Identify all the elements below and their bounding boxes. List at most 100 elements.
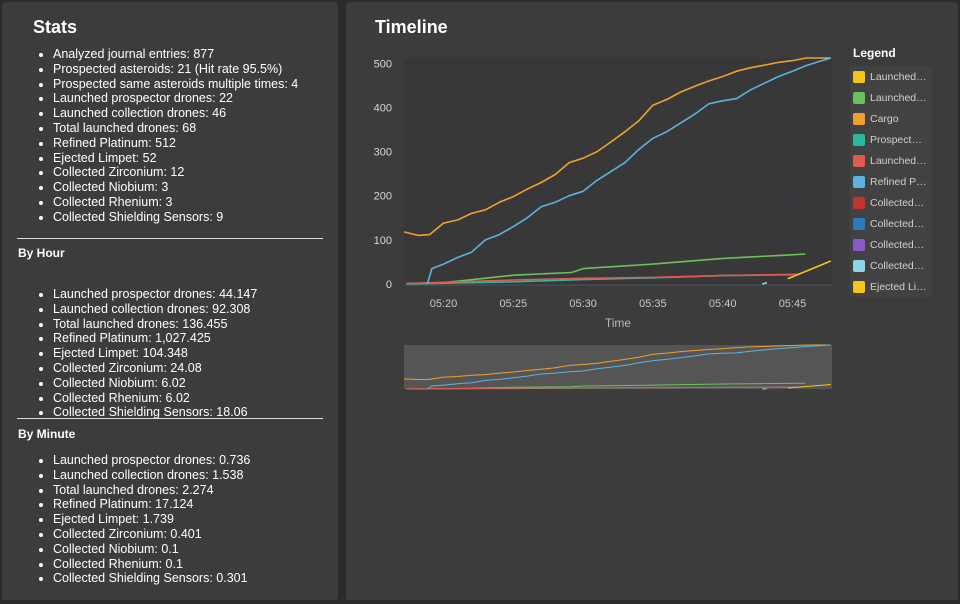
legend-item[interactable]: Launched … [850,150,932,171]
stats-panel: Stats Analyzed journal entries: 877Prosp… [2,2,338,600]
y-tick-label: 100 [374,235,392,247]
timeline-chart: 0 100 200 300 400 500 05:20 05:25 05:30 05:35 05:4… [374,57,832,390]
stat-item: Prospected same asteroids multiple times… [53,77,298,92]
stat-item: Collected Niobium: 3 [53,180,298,195]
legend-item[interactable]: Refined Pl… [850,171,932,192]
by-minute-heading: By Minute [18,427,76,441]
chart-legend: Legend Launched … Launched … Cargo Prospect… [850,46,932,297]
legend-label: Collected … [870,259,927,272]
legend-label: Launched … [870,70,927,83]
legend-item[interactable]: Collected … [850,234,932,255]
stat-item: Refined Platinum: 1,027.425 [53,331,257,346]
legend-label: Launched … [870,91,927,104]
series-line [403,57,831,237]
x-tick-label: 05:40 [709,298,737,310]
x-axis-label: Time [605,316,632,330]
by-minute-stats-list: Launched prospector drones: 0.736Launche… [33,453,250,586]
series-line [761,281,768,285]
stat-item: Ejected Limpet: 1.739 [53,512,250,527]
legend-item[interactable]: Collected … [850,213,932,234]
stats-title: Stats [33,17,78,37]
series-line [787,260,832,280]
legend-swatch [853,280,865,293]
stat-item: Collected Shielding Sensors: 18.06 [53,405,257,420]
stat-item: Prospected asteroids: 21 (Hit rate 95.5%… [53,62,298,77]
stat-item: Collected Zirconium: 24.08 [53,361,257,376]
stat-item: Launched prospector drones: 0.736 [53,453,250,468]
stat-item: Total launched drones: 2.274 [53,483,250,498]
stat-item: Launched collection drones: 1.538 [53,468,250,483]
y-tick-label: 500 [374,58,392,70]
stat-item: Total launched drones: 68 [53,121,298,136]
timeline-title: Timeline [375,17,448,37]
timeline-panel: Timeline 0 100 200 300 400 500 05:20 05:25 05:30… [346,2,958,600]
navigator-series-line [403,344,831,380]
legend-label: Prospecte… [870,133,927,146]
stat-item: Launched prospector drones: 44.147 [53,287,257,302]
stat-item: Launched collection drones: 92.308 [53,302,257,317]
stat-item: Collected Zirconium: 0.401 [53,527,250,542]
stat-item: Collected Shielding Sensors: 0.301 [53,571,250,586]
legend-swatch [853,217,865,230]
stat-item: Collected Zirconium: 12 [53,165,298,180]
navigator-series-line [406,386,800,390]
legend-items: Launched … Launched … Cargo Prospecte… Launc… [850,66,932,297]
y-tick-label: 0 [386,279,392,291]
legend-label: Collected … [870,196,927,209]
stat-item: Collected Rhenium: 3 [53,195,298,210]
stat-item: Collected Niobium: 6.02 [53,376,257,391]
stat-item: Launched prospector drones: 22 [53,91,298,106]
legend-swatch [853,196,865,209]
legend-label: Cargo [870,112,899,125]
legend-item[interactable]: Collected … [850,255,932,276]
series-line [426,57,832,285]
section-divider [17,238,323,239]
legend-swatch [853,154,865,167]
legend-item[interactable]: Prospecte… [850,129,932,150]
stat-item: Ejected Limpet: 104.348 [53,346,257,361]
legend-swatch [853,238,865,251]
plot-area [404,58,832,284]
legend-swatch [853,133,865,146]
legend-swatch [853,70,865,83]
stat-item: Analyzed journal entries: 877 [53,47,298,62]
series-line [406,253,806,285]
legend-item[interactable]: Launched … [850,66,932,87]
stat-item: Collected Niobium: 0.1 [53,542,250,557]
y-tick-label: 400 [374,102,392,114]
navigator-window [404,345,832,389]
stat-item: Collected Rhenium: 0.1 [53,557,250,572]
stat-item: Refined Platinum: 512 [53,136,298,151]
stat-item: Refined Platinum: 17.124 [53,497,250,512]
series-line [406,273,800,285]
y-tick-label: 200 [374,191,392,203]
stat-item: Ejected Limpet: 52 [53,151,298,166]
legend-item[interactable]: Collected … [850,192,932,213]
y-tick-label: 300 [374,147,392,159]
x-tick-label: 05:20 [430,298,458,310]
legend-swatch [853,259,865,272]
x-tick-label: 05:45 [779,298,807,310]
legend-item[interactable]: Cargo [850,108,932,129]
stat-item: Launched collection drones: 46 [53,106,298,121]
legend-item[interactable]: Launched … [850,87,932,108]
legend-swatch [853,175,865,188]
legend-item[interactable]: Ejected Li… [850,276,932,297]
legend-swatch [853,112,865,125]
x-tick-label: 05:30 [569,298,597,310]
legend-label: Collected … [870,238,927,251]
legend-title: Legend [853,46,896,60]
by-hour-heading: By Hour [18,246,65,260]
by-hour-stats-list: Launched prospector drones: 44.147Launch… [33,287,257,420]
x-tick-label: 05:35 [639,298,667,310]
legend-label: Launched … [870,154,927,167]
stat-item: Total launched drones: 136.455 [53,317,257,332]
stat-item: Collected Rhenium: 6.02 [53,391,257,406]
section-divider [17,418,323,419]
stat-item: Collected Shielding Sensors: 9 [53,210,298,225]
legend-label: Refined Pl… [870,175,927,188]
summary-stats-list: Analyzed journal entries: 877Prospected … [33,47,298,225]
navigator-series-line [787,384,831,389]
legend-label: Ejected Li… [870,280,927,293]
legend-label: Collected … [870,217,927,230]
